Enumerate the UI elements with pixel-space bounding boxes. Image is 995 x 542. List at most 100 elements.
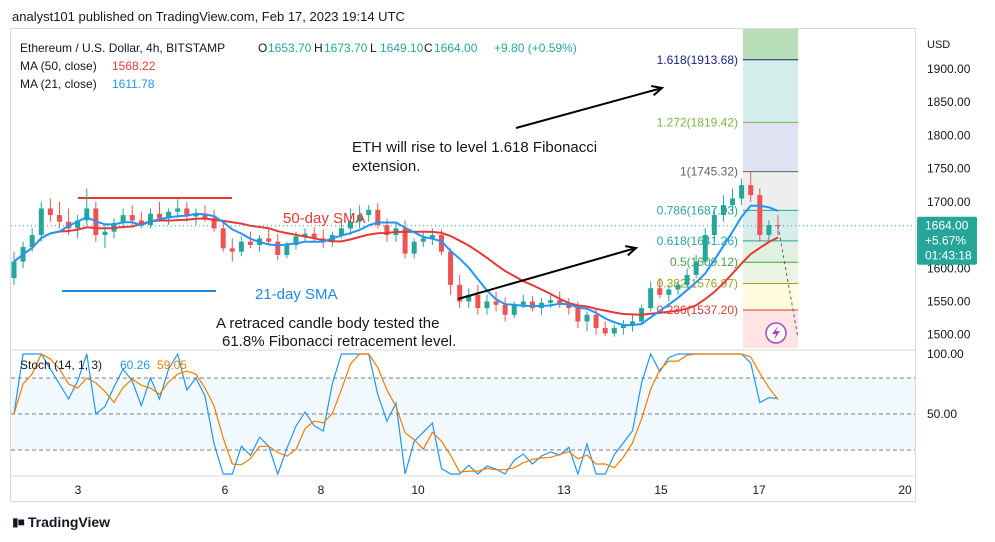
ohlc-value: 1673.70 <box>324 41 368 55</box>
alert-lightning-icon-glyph <box>772 326 780 340</box>
chart-frame <box>10 28 916 502</box>
x-tick-label: 6 <box>222 483 229 497</box>
candle-body <box>457 284 463 302</box>
candle-body <box>220 228 226 249</box>
footer-brand-text: TradingView <box>27 514 111 530</box>
candle-body <box>293 236 299 245</box>
fib-level-label: 1.618(1913.68) <box>657 53 738 67</box>
fib-level-label: 0.5(1609.12) <box>670 255 738 269</box>
candle-body <box>775 225 781 227</box>
candle-body <box>47 208 53 216</box>
x-tick-label: 13 <box>557 483 571 497</box>
stoch-tick-label: 100.00 <box>927 347 964 361</box>
candle-body <box>229 248 235 252</box>
candle-body <box>84 208 90 221</box>
candle-body <box>529 301 535 309</box>
footer-brand: ▮■ TradingView <box>12 514 110 530</box>
ma21-line <box>13 204 779 327</box>
price-tick-label: 1850.00 <box>927 95 971 109</box>
candle-body <box>448 251 454 285</box>
ma50-line <box>13 217 779 316</box>
candle-body <box>411 241 417 254</box>
x-tick-label: 3 <box>75 483 82 497</box>
price-tick-label: 1900.00 <box>927 62 971 76</box>
price-tick-label: 1700.00 <box>927 195 971 209</box>
candle-body <box>120 215 126 224</box>
candle-body <box>266 238 272 242</box>
candle-body <box>247 241 253 245</box>
candle-body <box>666 289 672 295</box>
annotation-eth-note-line1: ETH will rise to level 1.618 Fibonacci <box>352 139 597 156</box>
ma50-label: MA (50, close) <box>20 59 97 73</box>
candle-body <box>611 328 617 334</box>
candle-body <box>429 235 435 239</box>
fib-level-label: 1.272(1819.42) <box>657 115 738 129</box>
candle-body <box>129 215 135 221</box>
candle-body <box>739 185 745 199</box>
ohlc-label: C <box>424 41 433 55</box>
candle-body <box>484 301 490 309</box>
fib-zone <box>743 122 798 172</box>
candle-body <box>302 233 308 237</box>
published-line: analyst101 published on TradingView.com,… <box>12 9 405 24</box>
x-tick-label: 8 <box>318 483 325 497</box>
candle-body <box>166 211 172 219</box>
candle-body <box>348 221 354 229</box>
candle-body <box>511 304 517 315</box>
stoch-d-value: 59.05 <box>157 358 187 372</box>
stoch-label: Stoch (14, 1, 3) <box>20 358 102 372</box>
candle-body <box>75 220 81 229</box>
candle-body <box>29 235 35 247</box>
fib-zone-top <box>743 29 798 60</box>
candle-body <box>193 213 199 217</box>
candle-body <box>720 205 726 216</box>
candle-body <box>557 300 563 305</box>
ohlc-value: 1664.00 <box>434 41 478 55</box>
symbol-label: Ethereum / U.S. Dollar, 4h, BITSTAMP <box>20 41 225 55</box>
stoch-k-line <box>13 352 779 476</box>
ma21-value: 1611.78 <box>112 77 155 91</box>
candle-body <box>402 228 408 254</box>
fib-level-label: 0.236(1537.20) <box>657 303 738 317</box>
ohlc-label: O <box>258 41 267 55</box>
candle-body <box>466 294 472 302</box>
candle-body <box>311 233 317 239</box>
candle-body <box>284 244 290 255</box>
candle-body <box>138 220 144 226</box>
candle-body <box>56 215 62 222</box>
x-tick-label: 17 <box>752 483 766 497</box>
price-tick-label: 1550.00 <box>927 294 971 308</box>
arrow-to-retracement-head <box>624 245 639 257</box>
price-badge-price: 1664.00 <box>925 219 969 233</box>
currency-label: USD <box>927 39 950 51</box>
candle-body <box>502 304 508 315</box>
candle-body <box>338 228 344 236</box>
fib-zone <box>743 262 798 284</box>
candle-body <box>629 321 635 325</box>
x-tick-label: 15 <box>654 483 668 497</box>
x-tick-label: 20 <box>898 483 912 497</box>
fib-zone <box>743 240 798 263</box>
stoch-tick-label: 50.00 <box>927 407 957 421</box>
change-value: +9.80 (+0.59%) <box>494 41 577 55</box>
candle-body <box>711 215 717 236</box>
candle-body <box>238 241 244 252</box>
candle-body <box>575 308 581 322</box>
candle-body <box>584 314 590 322</box>
ohlc-label: H <box>314 41 323 55</box>
stoch-d-line <box>13 353 779 473</box>
candle-body <box>757 195 763 236</box>
candle-body <box>702 235 708 262</box>
candle-body <box>211 217 217 229</box>
arrow-to-extension-head <box>651 85 665 96</box>
candle-body <box>357 215 363 222</box>
price-tick-label: 1600.00 <box>927 261 971 275</box>
price-tick-label: 1800.00 <box>927 128 971 142</box>
candle-body <box>175 208 181 212</box>
candle-body <box>375 209 381 226</box>
ohlc-value: 1649.10 <box>380 41 424 55</box>
candle-body <box>184 208 190 217</box>
candle-body <box>620 324 626 329</box>
candle-body <box>493 301 499 305</box>
